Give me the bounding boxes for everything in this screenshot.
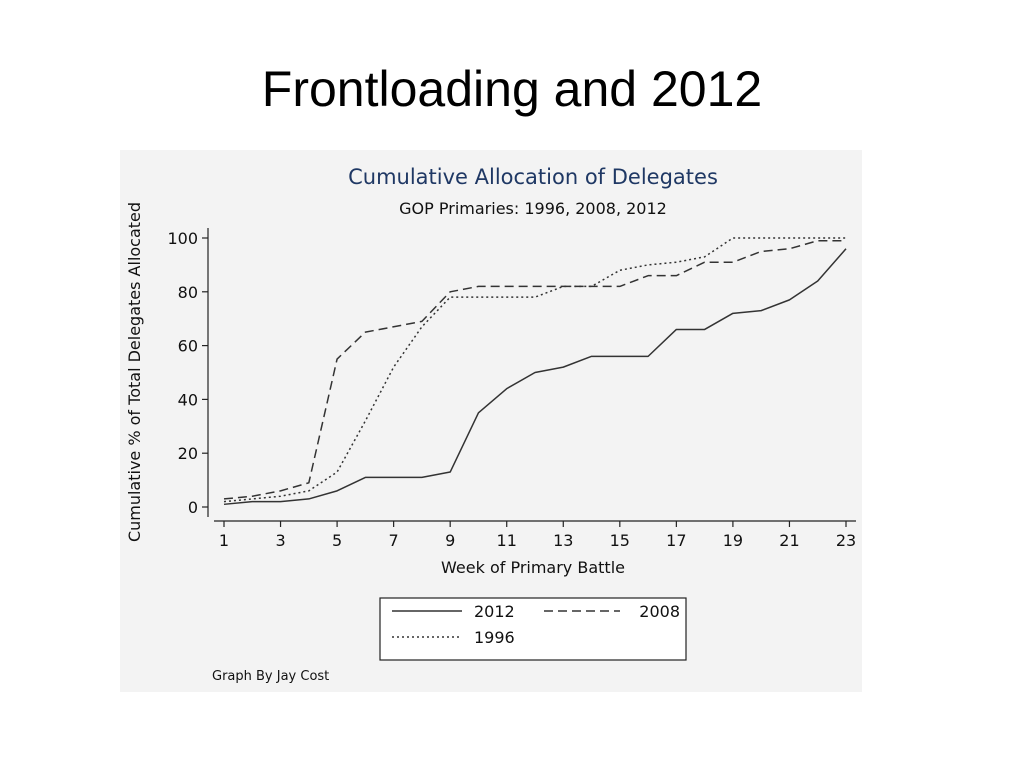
legend-box	[379, 597, 687, 661]
cumulative-delegates-chart: Cumulative Allocation of Delegates GOP P…	[125, 165, 856, 684]
y-tick-label: 0	[188, 498, 198, 517]
legend-label-1996: 1996	[474, 628, 515, 647]
x-tick-label: 9	[445, 531, 455, 550]
x-tick-label: 11	[497, 531, 517, 550]
x-tick-label: 7	[389, 531, 399, 550]
x-tick-label: 19	[723, 531, 743, 550]
chart-credit: Graph By Jay Cost	[212, 669, 329, 684]
series-line-2012	[223, 248, 847, 506]
x-tick-label: 21	[779, 531, 799, 550]
x-tick-label: 1	[219, 531, 229, 550]
y-axis-label: Cumulative % of Total Delegates Allocate…	[125, 202, 144, 542]
x-tick-label: 5	[332, 531, 342, 550]
x-tick-label: 13	[553, 531, 573, 550]
x-tick-label: 17	[666, 531, 686, 550]
y-tick-label: 20	[178, 444, 198, 463]
chart-title: Cumulative Allocation of Delegates	[348, 165, 718, 189]
y-tick-label: 40	[178, 390, 198, 409]
y-tick-label: 100	[167, 229, 198, 248]
x-tick-label: 15	[610, 531, 630, 550]
x-tick-label: 23	[836, 531, 856, 550]
x-axis-label: Week of Primary Battle	[441, 558, 625, 577]
series-line-1996	[223, 237, 846, 503]
chart-legend: 2012 2008 1996	[379, 597, 687, 661]
slide-title: Frontloading and 2012	[261, 61, 763, 117]
chart-lines	[223, 237, 847, 506]
legend-label-2012: 2012	[474, 602, 515, 621]
chart-subtitle: GOP Primaries: 1996, 2008, 2012	[399, 199, 667, 218]
x-tick-label: 3	[275, 531, 285, 550]
legend-label-2008: 2008	[639, 602, 680, 621]
y-tick-label: 60	[178, 337, 198, 356]
chart-panel: Cumulative Allocation of Delegates GOP P…	[120, 150, 862, 692]
y-tick-label: 80	[178, 283, 198, 302]
series-line-2008	[223, 239, 846, 500]
